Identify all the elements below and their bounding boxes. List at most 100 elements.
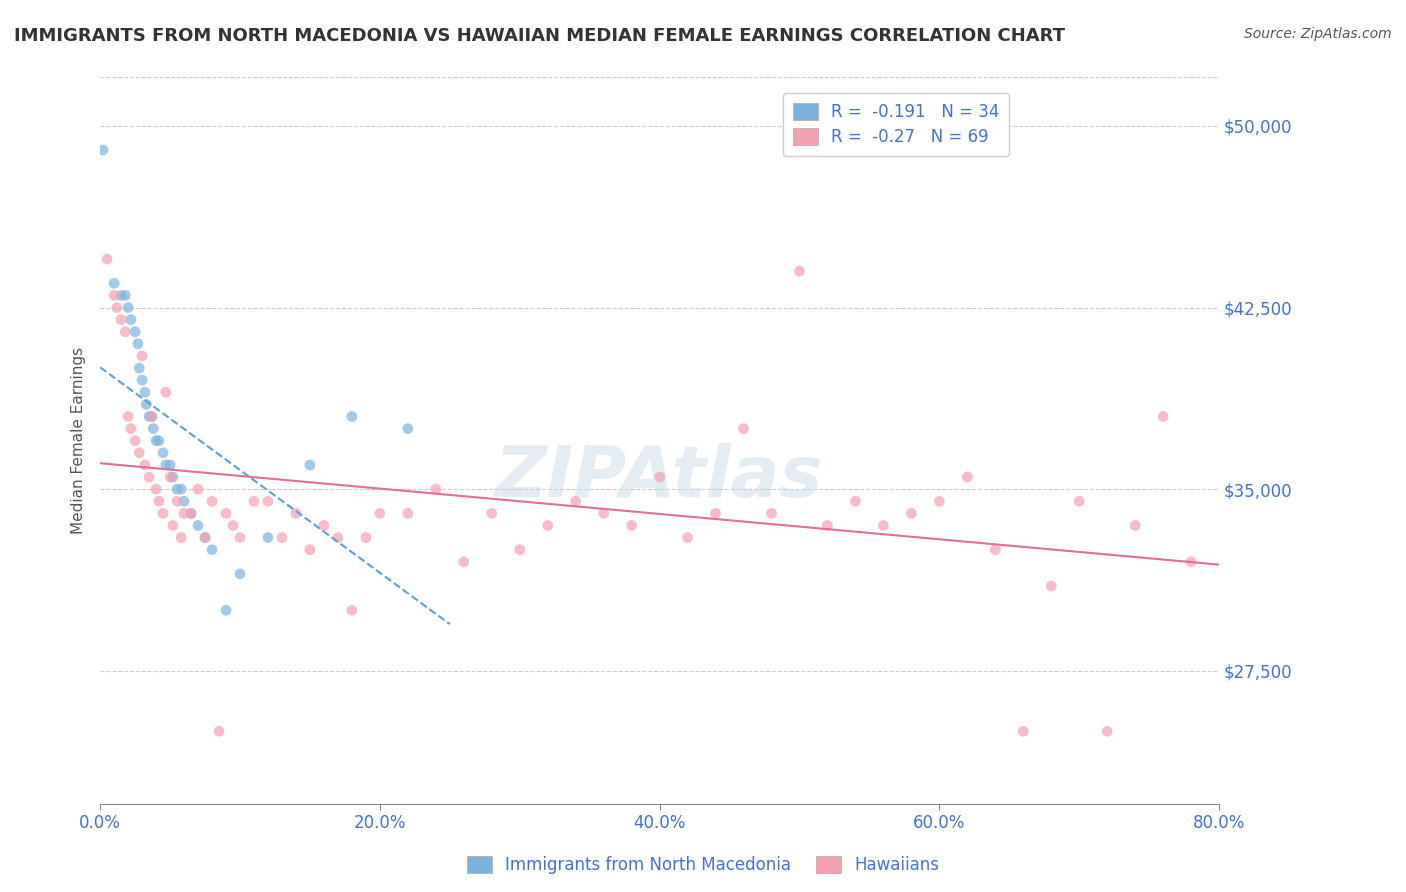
Point: [984, 542, 1007, 557]
Point: [284, 507, 307, 521]
Point: [124, 434, 146, 448]
Point: [127, 336, 149, 351]
Point: [676, 531, 699, 545]
Point: [229, 531, 252, 545]
Point: [117, 301, 139, 315]
Point: [648, 470, 671, 484]
Point: [114, 288, 136, 302]
Point: [257, 531, 280, 545]
Point: [1180, 555, 1202, 569]
Point: [928, 494, 950, 508]
Point: [537, 518, 560, 533]
Point: [187, 518, 209, 533]
Point: [162, 470, 184, 484]
Point: [155, 458, 177, 472]
Point: [298, 542, 321, 557]
Point: [131, 373, 153, 387]
Point: [340, 603, 363, 617]
Point: [138, 470, 160, 484]
Point: [120, 312, 142, 326]
Legend: Immigrants from North Macedonia, Hawaiians: Immigrants from North Macedonia, Hawaiia…: [457, 846, 949, 884]
Legend: R =  -0.191   N = 34, R =  -0.27   N = 69: R = -0.191 N = 34, R = -0.27 N = 69: [783, 93, 1010, 156]
Point: [789, 264, 811, 278]
Point: [142, 421, 165, 435]
Point: [148, 434, 170, 448]
Point: [187, 482, 209, 496]
Point: [243, 494, 266, 508]
Point: [201, 542, 224, 557]
Point: [131, 349, 153, 363]
Point: [170, 531, 193, 545]
Point: [91, 143, 114, 157]
Point: [114, 325, 136, 339]
Point: [1040, 579, 1063, 593]
Point: [312, 518, 335, 533]
Point: [271, 531, 294, 545]
Point: [110, 288, 132, 302]
Point: [354, 531, 377, 545]
Point: [180, 507, 202, 521]
Text: IMMIGRANTS FROM NORTH MACEDONIA VS HAWAIIAN MEDIAN FEMALE EARNINGS CORRELATION C: IMMIGRANTS FROM NORTH MACEDONIA VS HAWAI…: [14, 27, 1066, 45]
Point: [298, 458, 321, 472]
Point: [134, 385, 156, 400]
Point: [215, 507, 238, 521]
Point: [1095, 724, 1118, 739]
Point: [103, 288, 125, 302]
Point: [103, 277, 125, 291]
Point: [162, 518, 184, 533]
Point: [1012, 724, 1035, 739]
Point: [222, 518, 245, 533]
Point: [152, 507, 174, 521]
Point: [194, 531, 217, 545]
Point: [128, 361, 150, 376]
Point: [340, 409, 363, 424]
Point: [124, 325, 146, 339]
Point: [138, 409, 160, 424]
Point: [872, 518, 894, 533]
Point: [194, 531, 217, 545]
Point: [141, 409, 163, 424]
Point: [120, 421, 142, 435]
Point: [159, 470, 181, 484]
Point: [215, 603, 238, 617]
Point: [1123, 518, 1146, 533]
Point: [425, 482, 447, 496]
Point: [704, 507, 727, 521]
Point: [208, 724, 231, 739]
Point: [844, 494, 866, 508]
Point: [229, 566, 252, 581]
Point: [145, 482, 167, 496]
Point: [105, 301, 128, 315]
Point: [166, 482, 188, 496]
Point: [173, 494, 195, 508]
Point: [396, 507, 419, 521]
Point: [170, 482, 193, 496]
Point: [368, 507, 391, 521]
Point: [152, 446, 174, 460]
Point: [257, 494, 280, 508]
Point: [453, 555, 475, 569]
Y-axis label: Median Female Earnings: Median Female Earnings: [72, 347, 86, 534]
Point: [134, 458, 156, 472]
Point: [148, 494, 170, 508]
Point: [481, 507, 503, 521]
Point: [96, 252, 118, 266]
Point: [1069, 494, 1091, 508]
Point: [592, 507, 614, 521]
Point: [135, 397, 157, 411]
Point: [159, 458, 181, 472]
Point: [761, 507, 783, 521]
Point: [509, 542, 531, 557]
Point: [733, 421, 755, 435]
Point: [155, 385, 177, 400]
Point: [396, 421, 419, 435]
Point: [620, 518, 643, 533]
Point: [145, 434, 167, 448]
Point: [817, 518, 839, 533]
Point: [110, 312, 132, 326]
Point: [956, 470, 979, 484]
Point: [900, 507, 922, 521]
Text: ZIPAtlas: ZIPAtlas: [495, 442, 824, 511]
Text: Source: ZipAtlas.com: Source: ZipAtlas.com: [1244, 27, 1392, 41]
Point: [564, 494, 586, 508]
